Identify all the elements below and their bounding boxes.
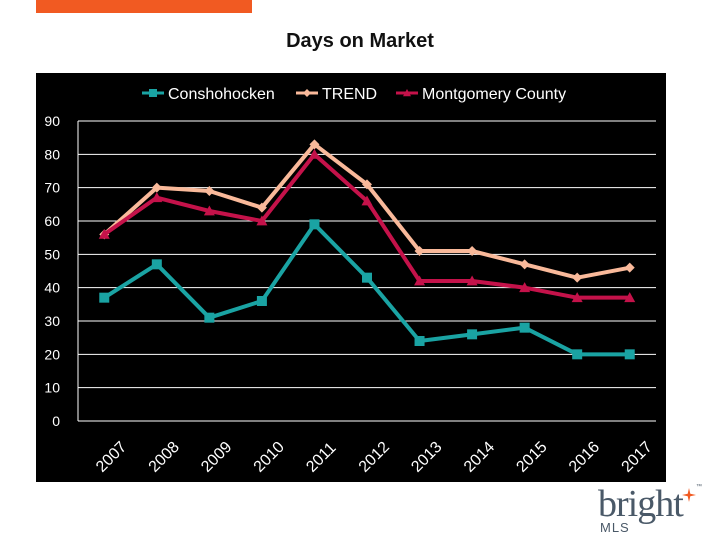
data-point — [303, 89, 311, 97]
data-point — [203, 205, 215, 216]
data-point — [151, 259, 162, 270]
y-tick-label: 30 — [44, 313, 60, 329]
trademark-symbol: ™ — [696, 484, 702, 490]
data-point — [414, 275, 426, 286]
data-point — [204, 186, 215, 196]
data-point — [151, 182, 162, 193]
data-point — [256, 202, 267, 213]
x-tick-label: 2007 — [93, 439, 130, 476]
y-tick-label: 20 — [44, 346, 60, 362]
x-tick-label: 2016 — [566, 439, 603, 476]
data-point — [204, 312, 215, 323]
logo-wordmark: bright — [598, 483, 684, 525]
x-tick-label: 2008 — [146, 439, 183, 476]
data-point — [98, 228, 110, 239]
x-tick-label: 2012 — [356, 439, 393, 476]
x-tick-label: 2010 — [251, 439, 288, 476]
data-point — [414, 336, 425, 346]
data-point — [414, 246, 425, 256]
legend-label: Montgomery County — [422, 86, 566, 103]
data-point — [467, 246, 478, 256]
x-tick-label: 2009 — [198, 439, 235, 476]
x-tick-label: 2017 — [619, 439, 656, 476]
data-point — [361, 195, 373, 206]
bright-mls-logo: bright ™ MLS — [596, 484, 706, 538]
data-point — [624, 262, 635, 273]
data-point — [99, 292, 110, 303]
data-point — [151, 192, 163, 203]
y-tick-label: 10 — [44, 380, 60, 396]
data-point — [519, 322, 530, 333]
data-point — [403, 89, 411, 97]
plot-area — [78, 121, 656, 421]
y-tick-label: 60 — [44, 213, 60, 229]
data-point — [309, 139, 320, 150]
y-tick-label: 70 — [44, 180, 60, 196]
legend-label: TREND — [322, 86, 377, 103]
y-tick-label: 40 — [44, 280, 60, 296]
data-point — [467, 329, 478, 340]
data-point — [362, 179, 372, 190]
accent-bar — [36, 0, 252, 13]
data-point — [624, 349, 635, 360]
data-point — [519, 282, 531, 293]
y-tick-label: 90 — [44, 113, 60, 129]
data-point — [466, 275, 478, 286]
data-point — [308, 148, 320, 159]
y-tick-label: 80 — [44, 146, 60, 162]
data-point — [572, 349, 583, 360]
page-title: Days on Market — [286, 30, 434, 52]
y-tick-label: 0 — [52, 413, 60, 429]
x-tick-label: 2015 — [513, 439, 550, 476]
logo-subtitle: MLS — [600, 520, 630, 535]
data-point — [256, 296, 267, 306]
data-point — [571, 292, 583, 303]
chart-panel: 0 10 20 30 40 50 60 70 80 90 2007 2008 2009 2010 2011 2… — [36, 73, 666, 482]
x-tick-label: 2013 — [408, 439, 445, 476]
legend-label: Conshohocken — [168, 86, 275, 103]
data-point — [624, 292, 636, 303]
data-point — [362, 272, 372, 283]
data-point — [519, 259, 530, 270]
spark-icon — [682, 488, 696, 502]
data-point — [309, 219, 320, 230]
data-point — [149, 89, 157, 97]
line-chart: 0 10 20 30 40 50 60 70 80 90 2007 2008 2009 2010 2011 2… — [44, 86, 656, 476]
data-point — [572, 272, 583, 283]
y-tick-label: 50 — [44, 246, 60, 262]
x-tick-label: 2011 — [303, 439, 339, 475]
x-tick-label: 2014 — [461, 439, 498, 476]
data-point — [256, 215, 268, 226]
